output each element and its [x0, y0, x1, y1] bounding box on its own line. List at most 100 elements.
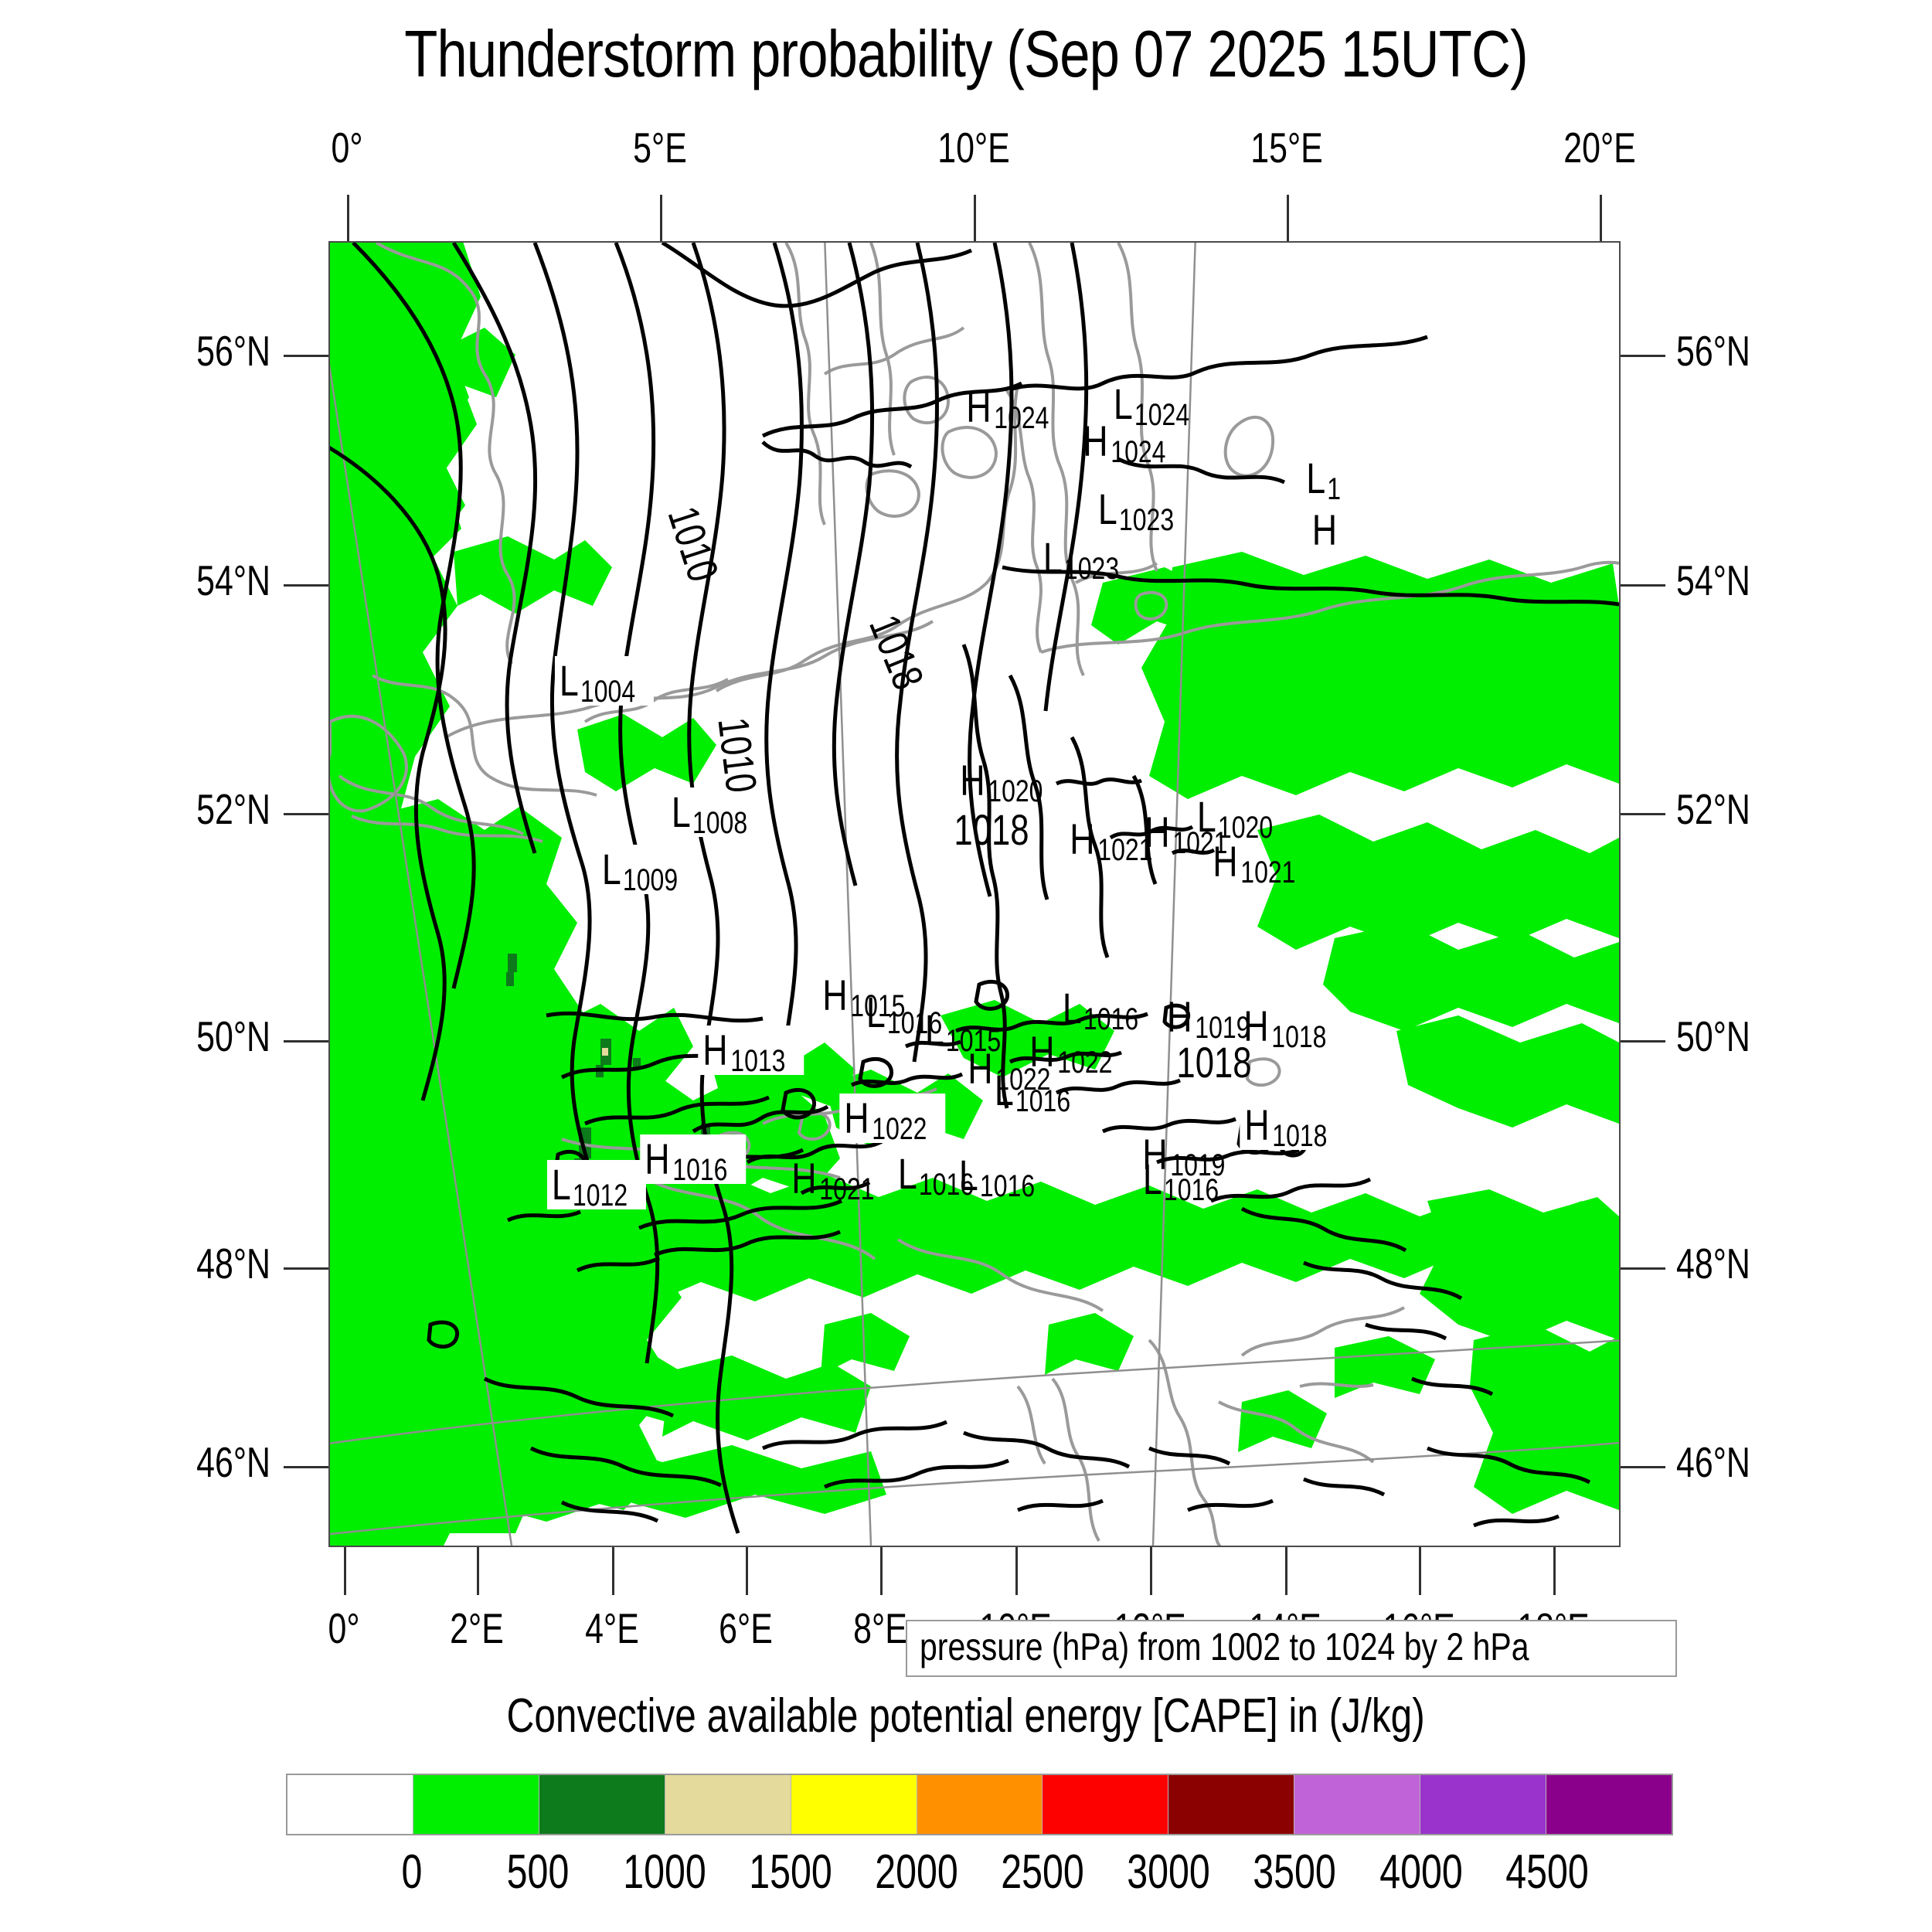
lon-label-bottom-3: 6°E — [719, 1604, 774, 1652]
lat-label-right-0: 56°N — [1676, 327, 1750, 376]
pressure-symbol: H — [1167, 992, 1192, 1041]
high-pressure-label-24: H 1021 — [1145, 811, 1241, 859]
colorbar-tick-2000: 2000 — [875, 1845, 958, 1899]
pressure-contour-note: pressure (hPa) from 1002 to 1024 by 2 hP… — [906, 1620, 1677, 1677]
tick-mark-bottom-5 — [1015, 1547, 1019, 1595]
low-pressure-label-13: L1016 — [995, 1069, 1084, 1117]
low-pressure-label-31: L1023 — [1043, 533, 1133, 585]
pressure-value: 1022 — [872, 1112, 927, 1146]
pressure-value: 1021 — [1172, 826, 1228, 860]
pressure-symbol: L — [1196, 792, 1216, 841]
pressure-symbol: H — [1029, 1027, 1055, 1076]
pressure-value: 1012 — [573, 1179, 628, 1213]
lon-label-top-1: 5°E — [633, 124, 688, 172]
pressure-symbol: H — [1070, 815, 1095, 863]
pressure-symbol: L — [671, 787, 691, 836]
colorbar-swatch-3 — [664, 1775, 791, 1834]
pressure-symbol: L — [897, 1149, 917, 1198]
high-pressure-label-25: H 1021 — [1213, 840, 1309, 889]
high-pressure-label-27: H 1024 — [966, 386, 1063, 434]
lat-label-right-4: 48°N — [1676, 1240, 1750, 1288]
colorbar-tick-0: 0 — [401, 1845, 423, 1899]
colorbar-swatch-4 — [790, 1775, 917, 1834]
tick-mark-bottom-1 — [476, 1547, 479, 1595]
pressure-value: 1023 — [1064, 552, 1120, 586]
lat-label-right-2: 52°N — [1676, 785, 1750, 834]
tick-mark-left-3 — [284, 1040, 328, 1043]
contour-value-label-3: 1018 — [944, 808, 1040, 852]
pressure-symbol: L — [559, 656, 579, 705]
low-pressure-label-26: L1020 — [1196, 792, 1287, 844]
high-pressure-label-10: H 1022 — [839, 1094, 946, 1146]
pressure-value: 1016 — [887, 1006, 943, 1040]
tick-mark-right-5 — [1621, 1466, 1665, 1469]
pressure-value: 1009 — [623, 863, 679, 897]
lat-label-left-3: 50°N — [196, 1012, 270, 1061]
pressure-symbol: L — [1043, 533, 1063, 582]
pressure-value: 1024 — [1111, 435, 1166, 469]
high-pressure-label-12: H 1022 — [1029, 1027, 1126, 1079]
pressure-symbol: L — [551, 1160, 571, 1209]
low-pressure-label-1: L1008 — [666, 787, 767, 840]
pressure-value: 1016 — [1083, 1002, 1139, 1036]
graticule-layer — [330, 243, 1619, 1546]
pressure-value: 1015 — [946, 1024, 1002, 1058]
lon-label-bottom-0: 0° — [328, 1604, 360, 1652]
high-pressure-label-18: H 1019 — [1142, 1130, 1239, 1182]
pressure-value: 1004 — [580, 675, 636, 709]
pressure-symbol: L — [1097, 485, 1117, 533]
high-pressure-label-19: H 1019 — [1167, 992, 1264, 1044]
colorbar-tick-500: 500 — [507, 1845, 570, 1899]
colorbar-caption: Convective available potential energy [C… — [0, 1692, 1932, 1740]
pressure-value: 1016 — [1015, 1084, 1071, 1118]
pressure-value: 1022 — [995, 1063, 1051, 1097]
lat-label-left-1: 54°N — [196, 556, 270, 605]
colorbar-swatch-7 — [1168, 1775, 1294, 1834]
pressure-symbol: L — [601, 845, 621, 893]
colorbar-swatch-6 — [1042, 1775, 1168, 1834]
tick-mark-bottom-8 — [1419, 1547, 1422, 1595]
pressure-value: 1016 — [980, 1169, 1036, 1203]
colorbar-tick-labels: 0 500 1000 1500 2000 2500 3000 3500 4000 4500 — [286, 1849, 1673, 1910]
pressure-value: 1016 — [1164, 1173, 1219, 1207]
pressure-symbol: L — [1113, 379, 1133, 428]
colorbar-swatch-0 — [287, 1775, 413, 1834]
pressure-symbol: H — [968, 1044, 993, 1093]
colorbar-tick-1000: 1000 — [622, 1845, 706, 1899]
low-pressure-label-16: L1016 — [959, 1154, 1049, 1202]
high-pressure-label-33: H — [1307, 505, 1349, 555]
cape-colorbar — [286, 1774, 1673, 1835]
low-pressure-label-28: L1024 — [1113, 379, 1203, 431]
low-pressure-label-9: L1015 — [925, 1009, 1015, 1057]
tick-mark-bottom-9 — [1553, 1547, 1556, 1595]
pressure-symbol: H — [844, 1094, 869, 1142]
tick-mark-top-1 — [660, 195, 663, 241]
pressure-value: 1 — [1327, 472, 1342, 506]
lon-label-bottom-4: 8°E — [853, 1604, 907, 1652]
page-title: Thunderstorm probability (Sep 07 2025 15… — [404, 18, 1528, 91]
colorbar-tick-4000: 4000 — [1379, 1845, 1463, 1899]
lat-label-left-4: 48°N — [196, 1240, 270, 1288]
tick-mark-right-1 — [1621, 584, 1665, 587]
pressure-value: 1008 — [692, 806, 748, 840]
low-pressure-label-8: L1016 — [866, 988, 956, 1039]
tick-mark-bottom-3 — [746, 1547, 749, 1595]
tick-mark-bottom-6 — [1149, 1547, 1152, 1595]
pressure-value: 1021 — [1097, 833, 1153, 867]
pressure-value: 1016 — [672, 1153, 728, 1187]
high-pressure-label-23: H 1021 — [1070, 815, 1166, 866]
lon-label-top-0: 0° — [331, 124, 363, 172]
tick-mark-left-1 — [284, 584, 328, 587]
pressure-symbol: H — [1142, 1130, 1168, 1179]
lat-label-right-5: 46°N — [1676, 1438, 1750, 1487]
pressure-note-text: pressure (hPa) from 1002 to 1024 by 2 hP… — [920, 1625, 1529, 1668]
tick-mark-bottom-4 — [879, 1547, 883, 1595]
map-canvas — [330, 243, 1619, 1546]
pressure-symbol: L — [866, 988, 886, 1036]
pressure-value: 1020 — [1218, 811, 1274, 845]
low-pressure-label-0: L1004 — [554, 656, 655, 709]
pressure-symbol: L — [1062, 984, 1082, 1032]
contour-value-label-4: 1018 — [1166, 1041, 1263, 1084]
pressure-value: 1015 — [850, 989, 906, 1023]
